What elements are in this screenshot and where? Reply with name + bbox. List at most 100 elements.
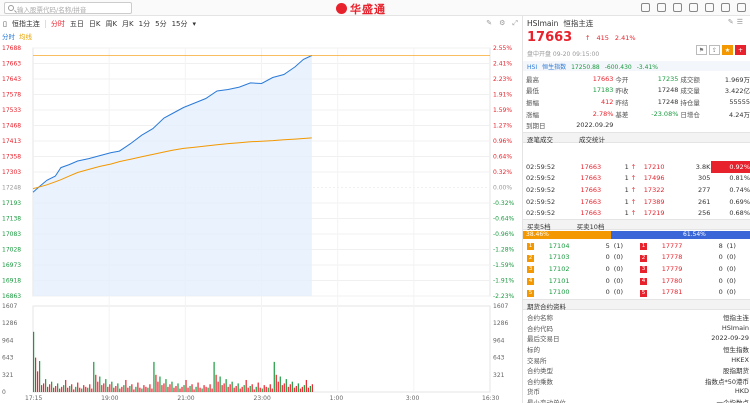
stat-label: 成交量	[680, 87, 700, 96]
chevron-down-icon[interactable]: ▾	[192, 19, 197, 28]
volume-bar	[209, 384, 211, 392]
price-change: ↑ 415 2.41%	[585, 34, 642, 42]
book-row[interactable]: 1 17104 5 (1) 1 17777 8 (1)	[525, 240, 750, 252]
price-tick-label: 16863	[2, 293, 21, 300]
bid-price: 17101	[548, 276, 570, 285]
volume-bar	[273, 361, 275, 392]
stat-pct: 0.68%	[729, 209, 750, 218]
volume-bar	[105, 379, 107, 392]
price-tick-label: 17468	[2, 123, 21, 130]
tab-tick-trades[interactable]: 逐笔成交	[527, 136, 553, 144]
stat-value: 55555	[729, 97, 750, 106]
stat-qty: 305	[697, 174, 711, 183]
brand-logo: 华盛通	[336, 1, 386, 17]
search-input[interactable]: 输入股票代码/名称/拼音	[4, 2, 132, 14]
volume-bar	[289, 384, 291, 392]
subtab-price[interactable]: 分时	[2, 33, 15, 41]
tab-book-10[interactable]: 买卖10档	[576, 223, 605, 231]
tab-month-k[interactable]: 月K	[122, 19, 134, 28]
trade-row: 02:59:52 17663 1 ↑ 17389 261 0.69%	[525, 196, 750, 208]
trade-price: 17663	[580, 209, 602, 218]
volume-bar	[223, 383, 225, 392]
volume-bar	[149, 384, 151, 392]
tab-day-k[interactable]: 日K	[88, 19, 101, 28]
trade-icon[interactable]: +	[735, 45, 746, 55]
stat-label: 昨收	[615, 87, 629, 96]
trade-price: 17663	[580, 197, 602, 206]
stat-price: 17219	[643, 209, 665, 218]
settings-icon[interactable]: ⚙	[499, 19, 506, 27]
volume-bar	[71, 384, 73, 392]
info-section-title: 期货合约资料	[527, 303, 566, 311]
tab-five-day[interactable]: 五日	[69, 19, 84, 28]
book-row[interactable]: 4 17101 0 (0) 4 17780 0 (0)	[525, 275, 750, 287]
menu-icon[interactable]	[689, 3, 698, 12]
price-series-line	[32, 55, 313, 193]
tab-book-5[interactable]: 买卖5档	[527, 223, 551, 231]
volume-bar	[259, 387, 261, 392]
volume-bar	[295, 385, 297, 392]
intraday-chart[interactable]: 17688 2.55% 17663 2.41% 17643 2.23% 17578 1.91%…	[0, 42, 522, 403]
avg-series-line	[32, 137, 312, 190]
volume-bar	[147, 387, 149, 392]
pct-tick-label: -1.59%	[493, 262, 515, 269]
share-icon[interactable]: ⇪	[709, 45, 720, 55]
layout-icon[interactable]: ▯	[3, 19, 7, 28]
fullscreen-icon[interactable]: ⤢	[512, 19, 518, 27]
volume-bar	[247, 387, 249, 392]
bell-icon[interactable]	[673, 3, 682, 12]
volume-bar	[93, 361, 95, 392]
volume-bar	[127, 387, 129, 392]
close-icon[interactable]	[737, 3, 746, 12]
info-row: 货币 HKD	[525, 386, 750, 397]
info-key: 标的	[527, 346, 540, 355]
price-tick-label: 17028	[2, 247, 21, 254]
chart-tools: ✎ ⚙ ⤢	[486, 19, 518, 28]
trade-row: 02:59:52 17663 1 ↑ 17219 256 0.68%	[525, 207, 750, 219]
favorite-icon[interactable]: ★	[722, 45, 733, 55]
stat-pct: 0.81%	[729, 174, 750, 183]
edit-icon[interactable]: ✎	[727, 18, 737, 26]
volume-bar	[267, 387, 269, 392]
stat-empty	[614, 119, 750, 131]
tab-1min[interactable]: 1分	[138, 19, 151, 28]
volume-bar	[225, 379, 227, 392]
book-row[interactable]: 2 17103 0 (0) 2 17778 0 (0)	[525, 252, 750, 264]
stats-row: 最高 17663 今开 17235 成交额 1.969万	[525, 73, 750, 85]
tab-trade-stats[interactable]: 成交统计	[579, 136, 605, 144]
volume-tick-label-right: 643	[493, 355, 505, 362]
tab-intraday[interactable]: 分时	[50, 19, 65, 28]
index-strip[interactable]: HSI 恒生指数 17250.88 -600.430 -3.41%	[523, 61, 750, 71]
minimize-icon[interactable]	[705, 3, 714, 12]
subtab-avg[interactable]: 均线	[19, 33, 32, 41]
up-arrow-icon: ↑	[630, 197, 637, 206]
volume-bar	[133, 389, 135, 392]
trade-price: 17663	[580, 174, 602, 183]
volume-bar	[53, 387, 55, 392]
stat-label: 到期日	[526, 122, 546, 131]
message-icon[interactable]	[657, 3, 666, 12]
tab-week-k[interactable]: 周K	[105, 19, 118, 28]
user-icon[interactable]	[641, 3, 650, 12]
stat-qty: 256	[697, 209, 711, 218]
volume-bar	[173, 387, 175, 392]
alert-icon[interactable]: ⚑	[696, 45, 707, 55]
list-icon[interactable]: ☰	[736, 18, 746, 26]
price-tick-label: 17138	[2, 216, 21, 223]
price-tick-label: 17413	[2, 138, 21, 145]
tab-5min[interactable]: 5分	[155, 19, 167, 28]
volume-bar	[159, 376, 161, 392]
bid-level-badge: 4	[527, 278, 534, 286]
ask-volume: 0	[718, 253, 723, 262]
draw-icon[interactable]: ✎	[486, 19, 493, 27]
volume-bar	[211, 388, 213, 392]
volume-bar	[285, 379, 287, 392]
maximize-icon[interactable]	[721, 3, 730, 12]
book-row[interactable]: 5 17100 0 (0) 5 17781 0 (0)	[525, 286, 750, 298]
time-tick-label: 19:00	[101, 395, 118, 402]
volume-bar	[253, 389, 255, 392]
book-row[interactable]: 3 17102 0 (0) 3 17779 0 (0)	[525, 263, 750, 275]
volume-bar	[235, 385, 237, 392]
tab-15min[interactable]: 15分	[171, 19, 188, 28]
contract-info-table: 合约名称 恒指主连 合约代码 HSImain 最后交易日 2022-09-29 标的 恒生指数…	[525, 312, 750, 403]
